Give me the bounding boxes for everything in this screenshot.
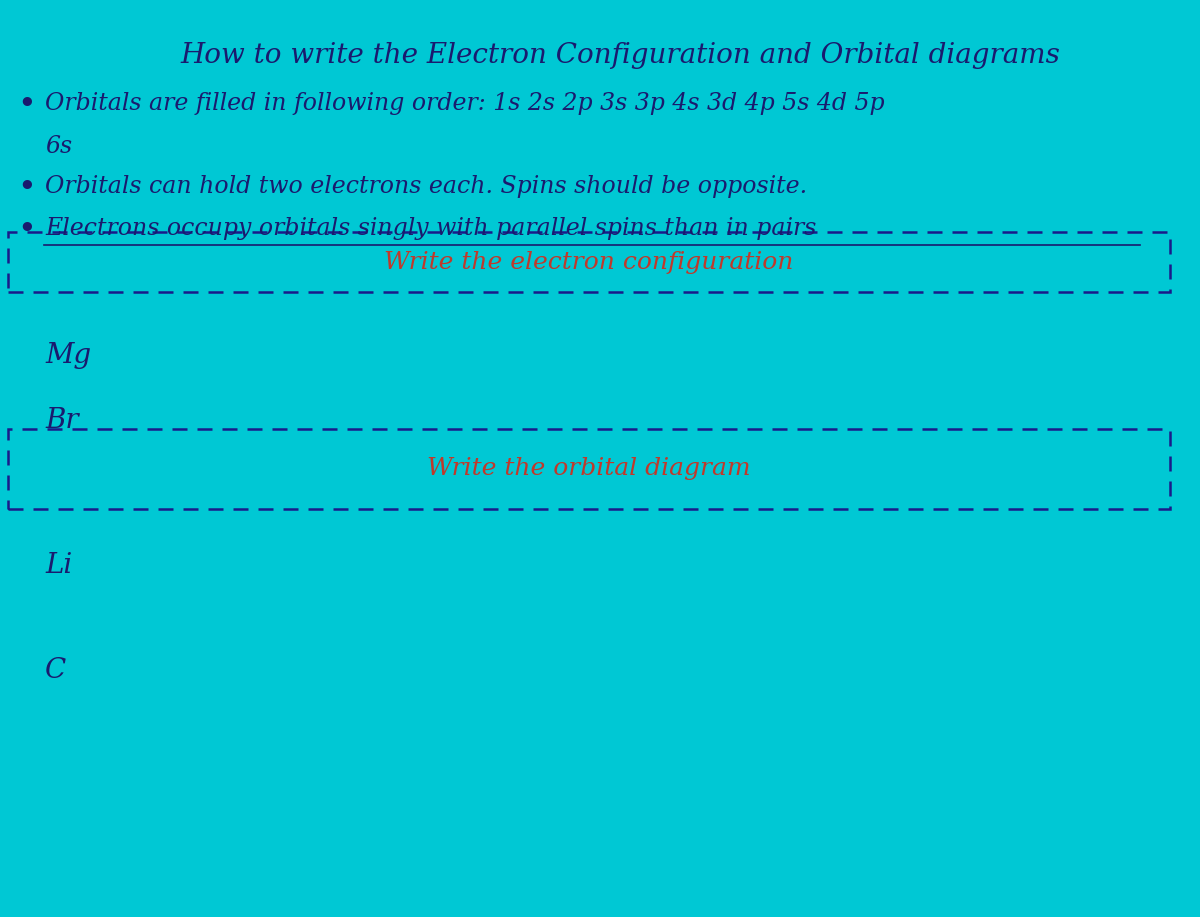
Text: Write the orbital diagram: Write the orbital diagram (427, 458, 751, 481)
Text: Write the electron configuration: Write the electron configuration (384, 250, 793, 273)
Text: •: • (18, 175, 35, 201)
Text: Electrons occupy orbitals singly with parallel spins than in pairs: Electrons occupy orbitals singly with pa… (46, 217, 816, 240)
Text: •: • (18, 92, 35, 118)
Text: Orbitals are filled in following order: 1s 2s 2p 3s 3p 4s 3d 4p 5s 4d 5p: Orbitals are filled in following order: … (46, 92, 884, 115)
Text: Mg: Mg (46, 342, 91, 369)
Text: How to write the Electron Configuration and Orbital diagrams: How to write the Electron Configuration … (180, 42, 1060, 69)
Text: Li: Li (46, 552, 72, 579)
Text: Br: Br (46, 407, 79, 434)
Bar (8, 232, 1170, 292)
Bar (8, 429, 1170, 509)
Text: 6s: 6s (46, 135, 72, 158)
Text: •: • (18, 217, 35, 243)
Text: Orbitals can hold two electrons each. Spins should be opposite.: Orbitals can hold two electrons each. Sp… (46, 175, 808, 198)
Text: C: C (46, 657, 66, 684)
